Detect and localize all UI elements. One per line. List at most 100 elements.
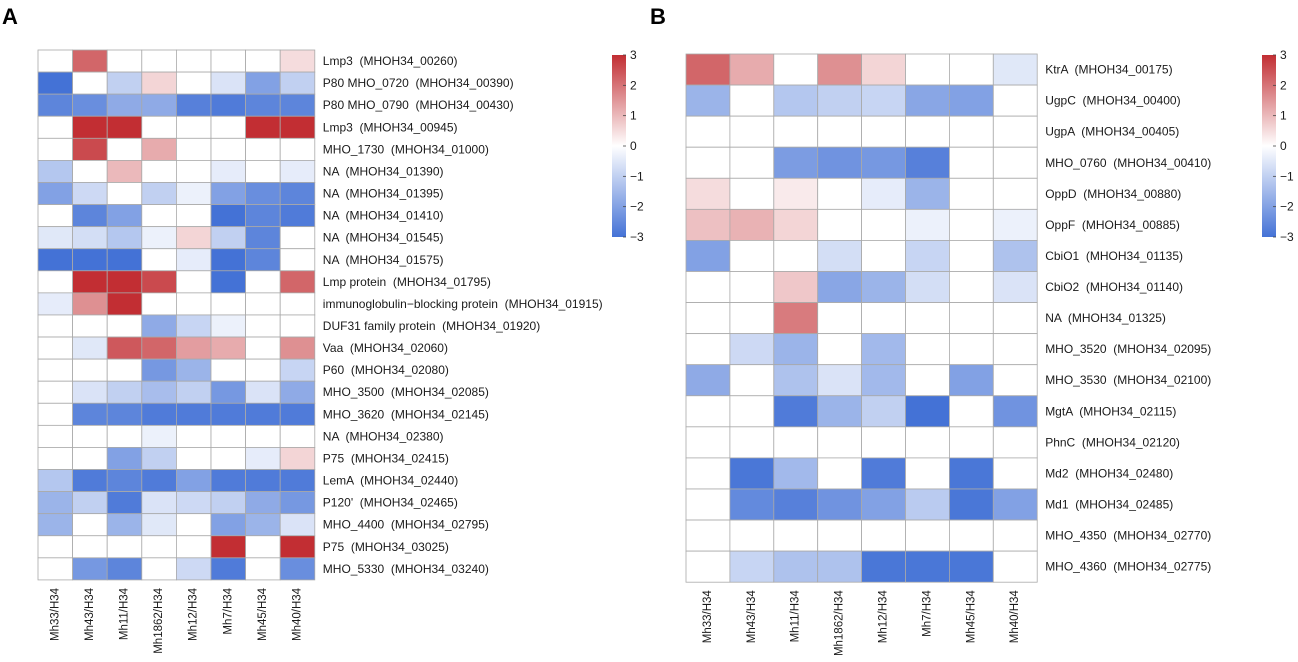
heatmap-cell	[106, 204, 143, 228]
heatmap-cell	[729, 84, 775, 117]
colorbar-tick-label: 3	[1280, 48, 1287, 62]
heatmap-cell	[685, 550, 731, 583]
heatmap-cell	[992, 395, 1038, 428]
heatmap-cell	[141, 182, 177, 205]
heatmap-cell	[141, 137, 177, 161]
heatmap-cell	[905, 302, 950, 335]
heatmap-cell	[861, 177, 906, 210]
colorbar-tick-label: 2	[630, 78, 637, 92]
heatmap-cell	[685, 240, 731, 272]
heatmap-cell	[175, 513, 212, 537]
heatmap-cell	[729, 457, 775, 490]
row-label: MHO_3620 (MHOH34_02145)	[323, 407, 489, 421]
heatmap-cell	[992, 333, 1038, 366]
heatmap-cell	[175, 402, 212, 426]
heatmap-cell	[861, 115, 906, 148]
row-label: MHO_3500 (MHOH34_02085)	[323, 385, 489, 399]
column-label: Mh7/H34	[921, 590, 933, 637]
heatmap-cell	[106, 358, 143, 382]
row-label: NA (MHOH34_01410)	[323, 209, 444, 223]
row-label: Lmp protein (MHOH34_01795)	[323, 275, 491, 289]
heatmap-cell	[210, 292, 246, 316]
heatmap-cell	[141, 314, 177, 338]
heatmap-cell	[72, 447, 108, 470]
heatmap-cell	[949, 302, 994, 335]
heatmap-cell	[685, 426, 731, 459]
heatmap-cell	[773, 395, 819, 428]
heatmap-cell	[106, 491, 143, 515]
heatmap-cell	[949, 550, 994, 583]
heatmap-cell	[861, 364, 906, 397]
heatmap-cell	[141, 513, 177, 537]
heatmap-cell	[106, 226, 143, 250]
heatmap-cell	[141, 226, 177, 250]
heatmap-cell	[210, 402, 246, 426]
heatmap-cell	[175, 491, 212, 515]
heatmap-cell	[37, 137, 73, 161]
row-label: NA (MHOH34_01325)	[1045, 311, 1166, 325]
heatmap-cell	[245, 336, 281, 360]
row-label: P120' (MHOH34_02465)	[323, 496, 458, 510]
row-label: immunoglobulin−blocking protein (MHOH34_…	[323, 297, 603, 311]
heatmap-cell	[773, 240, 819, 272]
heatmap-cell	[72, 49, 108, 73]
heatmap-cell	[106, 380, 143, 404]
heatmap-cell	[210, 71, 246, 95]
colorbar-tick-label: 0	[1280, 139, 1287, 153]
heatmap-cell	[37, 380, 73, 404]
heatmap-cell	[773, 302, 819, 335]
heatmap-cell	[992, 208, 1038, 241]
heatmap-cell	[175, 137, 212, 161]
colorbar-tick-label: 0	[630, 139, 637, 153]
heatmap-cell	[175, 469, 212, 492]
heatmap-cell	[72, 513, 108, 537]
heatmap-cell	[72, 182, 108, 205]
heatmap-cell	[905, 115, 950, 148]
colorbar-tick-label: 2	[1280, 78, 1287, 92]
heatmap-cell	[992, 115, 1038, 148]
heatmap-panel-a: Lmp3 (MHOH34_00260) P80 MHO_0720 (MHOH34_…	[37, 48, 644, 654]
colorbar-tick-label: −2	[630, 200, 644, 214]
heatmap-cell	[685, 84, 731, 117]
heatmap-cell	[817, 208, 863, 241]
row-label: NA (MHOH34_01395)	[323, 187, 444, 201]
heatmap-cell	[685, 488, 731, 521]
heatmap-cell	[210, 513, 246, 537]
column-label: Mh45/H34	[257, 587, 269, 641]
heatmap-cell	[905, 395, 950, 428]
column-label: Mh1862/H34	[153, 587, 165, 653]
row-label: MHO_0760 (MHOH34_00410)	[1045, 156, 1211, 170]
heatmap-cell	[37, 270, 73, 294]
heatmap-cell	[817, 333, 863, 366]
heatmap-cell	[72, 469, 108, 492]
heatmap-cell	[817, 364, 863, 397]
heatmap-cell	[992, 488, 1038, 521]
heatmap-cell	[141, 115, 177, 139]
row-label: MHO_4350 (MHOH34_02770)	[1045, 529, 1211, 543]
heatmap-cell	[685, 208, 731, 241]
heatmap-cell	[817, 240, 863, 272]
heatmap-cell	[773, 115, 819, 148]
colorbar-tick-label: −3	[1280, 230, 1294, 244]
heatmap-cell	[106, 336, 143, 360]
heatmap-cell	[37, 557, 73, 581]
heatmap-cell	[817, 519, 863, 552]
heatmap-cell	[685, 519, 731, 552]
heatmap-cell	[279, 380, 316, 404]
heatmap-cell	[72, 159, 108, 183]
heatmap-cell	[905, 53, 950, 86]
row-label: Md2 (MHOH34_02480)	[1045, 466, 1173, 480]
heatmap-cell	[245, 380, 281, 404]
heatmap-cell	[949, 395, 994, 428]
row-label: P60 (MHOH34_02080)	[323, 363, 449, 377]
heatmap-cell	[106, 270, 143, 294]
heatmap-cell	[175, 204, 212, 228]
heatmap-cell	[773, 364, 819, 397]
heatmap-cell	[106, 424, 143, 448]
heatmap-cell	[992, 146, 1038, 179]
colorbar-tick-label: 1	[630, 109, 637, 123]
row-label: MHO_3520 (MHOH34_02095)	[1045, 342, 1211, 356]
heatmap-cell	[245, 159, 281, 183]
heatmap-cell	[773, 519, 819, 552]
row-label: MHO_5330 (MHOH34_03240)	[323, 562, 489, 576]
